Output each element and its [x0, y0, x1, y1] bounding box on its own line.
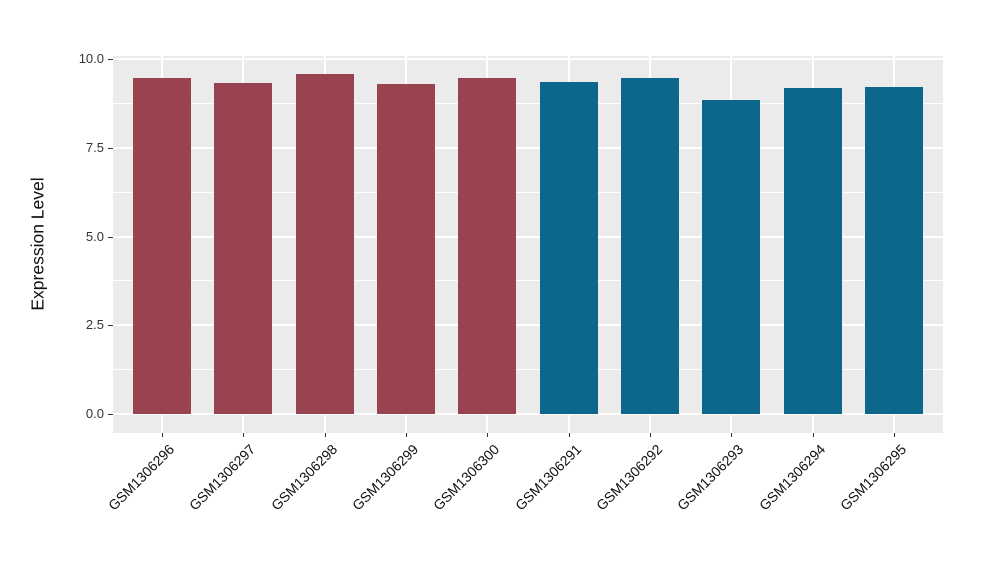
x-tick-mark	[731, 433, 733, 437]
y-tick-mark	[108, 325, 113, 327]
gridline-minor	[113, 102, 943, 104]
x-tick-label-GSM1306294: GSM1306294	[755, 441, 829, 514]
x-tick-mark	[161, 433, 163, 437]
y-tick-mark	[108, 414, 113, 415]
gridline-minor	[113, 280, 943, 282]
y-tick-label: 0.0	[85, 406, 104, 421]
x-tick-mark	[650, 433, 652, 437]
x-tick-mark	[405, 433, 407, 437]
gridline-major	[113, 58, 943, 60]
x-tick-label-GSM1306297: GSM1306297	[186, 441, 259, 514]
bar-GSM1306299	[376, 84, 435, 414]
gridline-major	[113, 413, 943, 415]
x-tick-mark	[324, 433, 326, 437]
bar-GSM1306293	[702, 99, 761, 414]
x-tick-mark	[243, 433, 245, 437]
y-tick-label: 2.5	[85, 317, 104, 333]
y-tick-label: 10.0	[78, 51, 104, 66]
gridline-major	[113, 324, 943, 327]
bar-GSM1306298	[295, 73, 354, 414]
y-tick-label: 5.0	[85, 228, 104, 244]
x-tick-label-GSM1306292: GSM1306292	[592, 441, 666, 514]
bar-GSM1306294	[783, 87, 842, 414]
bar-GSM1306292	[621, 77, 680, 414]
x-tick-label-GSM1306300: GSM1306300	[430, 441, 503, 514]
x-tick-label-GSM1306293: GSM1306293	[674, 441, 747, 514]
gridline-major	[113, 146, 943, 149]
y-tick-label: 7.5	[85, 139, 104, 155]
y-tick-mark	[108, 59, 113, 60]
bar-GSM1306297	[214, 82, 273, 414]
x-tick-mark	[487, 433, 489, 437]
x-tick-label-GSM1306296: GSM1306296	[104, 441, 178, 514]
bar-GSM1306300	[458, 78, 517, 414]
x-tick-label-GSM1306291: GSM1306291	[511, 441, 584, 514]
bar-GSM1306296	[132, 77, 191, 414]
bar-GSM1306295	[865, 87, 924, 414]
bar-GSM1306291	[539, 81, 598, 414]
y-tick-mark	[108, 147, 113, 149]
plot-area	[113, 56, 943, 433]
x-tick-mark	[568, 433, 570, 437]
x-tick-label-GSM1306299: GSM1306299	[348, 441, 422, 514]
x-tick-mark	[812, 433, 814, 437]
x-tick-label-GSM1306298: GSM1306298	[267, 441, 340, 514]
gridline-minor	[113, 191, 943, 193]
x-tick-label-GSM1306295: GSM1306295	[837, 441, 910, 514]
y-tick-mark	[108, 236, 113, 238]
gridline-minor	[113, 369, 943, 371]
x-tick-mark	[894, 433, 896, 437]
gridline-major	[113, 235, 943, 238]
